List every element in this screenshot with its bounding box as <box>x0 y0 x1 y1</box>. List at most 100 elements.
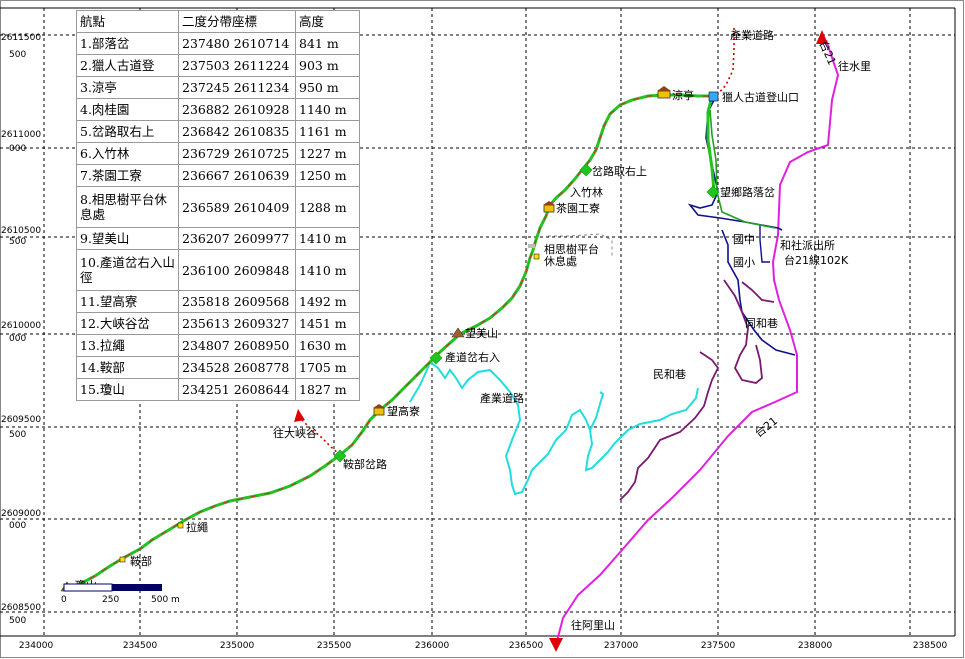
y-label-2609500: 2609500 <box>1 415 41 425</box>
table-row: 4.肉桂園 236882 2610928 1140 m <box>76 98 360 121</box>
trailhead-marker-icon <box>708 91 719 102</box>
table-row: 11.望高寮 235818 2609568 1492 m <box>76 290 360 313</box>
waypoint-name: 14.鞍部 <box>76 356 179 379</box>
scale-bar: 0 250 500 m <box>61 583 180 605</box>
river-blue-branch <box>759 225 770 263</box>
y-label-2609000: 2609000 <box>1 509 41 519</box>
table-row: 3.涼亭 237245 2611234 950 m <box>76 76 360 99</box>
y-sub-2611000: 000 <box>9 144 26 154</box>
arrow-to-grand-canyon-icon <box>294 409 305 422</box>
waypoint-name: 4.肉桂園 <box>76 98 179 121</box>
scale-tick-500: 500 m <box>151 595 180 605</box>
wangmei-peak-icon <box>451 327 465 338</box>
x-label-235000: 235000 <box>220 641 255 651</box>
rope-marker-icon <box>177 522 184 529</box>
waypoint-coord: 236667 2610639 <box>178 164 296 187</box>
waypoint-alt: 1227 m <box>295 142 360 165</box>
label-school-2: 國小 <box>733 256 755 269</box>
arrow-to-shuili-icon <box>816 30 828 44</box>
saddle-marker-icon <box>119 556 126 563</box>
label-acacia-platform: 相思樹平台 <box>544 242 599 256</box>
y-sub-2611500: 500 <box>9 50 26 60</box>
y-sub-2609500: 500 <box>9 430 26 440</box>
x-label-237500: 237500 <box>701 641 736 651</box>
table-row: 5.岔路取右上 236842 2610835 1161 m <box>76 120 360 143</box>
waypoint-coord: 236882 2610928 <box>178 98 296 121</box>
waypoint-name: 11.望高寮 <box>76 290 179 313</box>
table-row: 9.望美山 236207 2609977 1410 m <box>76 227 360 250</box>
label-saddle-fork: 鞍部岔路 <box>343 457 387 471</box>
label-to-shuili: 往水里 <box>838 59 871 73</box>
label-fork-right-up: 岔路取右上 <box>592 164 647 178</box>
saddle-fork-marker-icon <box>333 449 347 463</box>
industry-fork-marker-icon <box>429 351 443 365</box>
table-row: 6.入竹林 236729 2610725 1227 m <box>76 142 360 165</box>
x-label-238000: 238000 <box>798 641 833 651</box>
waypoint-coord: 237245 2611234 <box>178 76 296 99</box>
hut-icon <box>657 86 671 99</box>
y-label-2611000: 2611000 <box>1 130 41 140</box>
table-row: 2.獵人古道登 237503 2611224 903 m <box>76 54 360 77</box>
label-to-grand-canyon: 往大峽谷 <box>273 426 317 440</box>
acacia-platform-icon <box>528 244 540 260</box>
waypoint-alt: 841 m <box>295 32 360 55</box>
x-label-234000: 234000 <box>19 641 54 651</box>
table-row: 14.鞍部 234528 2608778 1705 m <box>76 356 360 379</box>
table-row: 12.大峽谷岔 235613 2609327 1451 m <box>76 312 360 335</box>
industry-road-cyan-spur <box>589 391 605 431</box>
label-highway-km: 台21線102K <box>784 253 849 267</box>
header-altitude: 高度 <box>295 10 360 33</box>
waypoint-coord: 236207 2609977 <box>178 227 296 250</box>
stream-purple-1 <box>723 279 763 384</box>
waypoint-name: 9.望美山 <box>76 227 179 250</box>
table-row: 13.拉繩 234807 2608950 1630 m <box>76 334 360 357</box>
waypoint-alt: 1705 m <box>295 356 360 379</box>
label-industry-road-mid: 產業道路 <box>480 391 524 405</box>
x-label-238500: 238500 <box>913 641 948 651</box>
label-industry-road-top: 產業道路 <box>730 28 774 42</box>
fork-right-up-marker-icon <box>579 163 593 177</box>
waypoint-name: 10.產道岔右入山徑 <box>76 249 179 291</box>
y-label-2610500: 2610500 <box>1 226 41 236</box>
table-row: 15.瓊山 234251 2608644 1827 m <box>76 378 360 401</box>
waypoint-coord: 236589 2610409 <box>178 186 296 228</box>
label-tonghe-lane: 同和巷 <box>745 317 778 330</box>
x-label-236000: 236000 <box>415 641 450 651</box>
waypoint-name: 7.茶園工寮 <box>76 164 179 187</box>
waypoint-alt: 1410 m <box>295 227 360 250</box>
label-minhe-lane: 民和巷 <box>653 368 686 381</box>
waypoint-alt: 1410 m <box>295 249 360 291</box>
waypoint-coord: 235613 2609327 <box>178 312 296 335</box>
waypoint-alt: 1827 m <box>295 378 360 401</box>
main-trail-overlay <box>63 94 712 591</box>
waypoint-coord: 236842 2610835 <box>178 120 296 143</box>
waypoint-alt: 1250 m <box>295 164 360 187</box>
waypoint-alt: 1140 m <box>295 98 360 121</box>
label-wangxiang-fork: 望鄉路落岔 <box>720 186 775 199</box>
table-row: 10.產道岔右入山徑 236100 2609848 1410 m <box>76 249 360 291</box>
table-row: 1.部落岔 237480 2610714 841 m <box>76 32 360 55</box>
waypoint-coord: 234528 2608778 <box>178 356 296 379</box>
label-liangting: 涼亭 <box>672 88 694 102</box>
header-coord: 二度分帶座標 <box>178 10 296 33</box>
arrow-to-alishan-icon <box>549 638 563 652</box>
waypoint-table: 航點 二度分帶座標 高度 1.部落岔 237480 2610714 841 m 2.… <box>76 10 360 401</box>
waypoint-alt: 1492 m <box>295 290 360 313</box>
waypoint-name: 8.相思樹平台休息處 <box>76 186 179 228</box>
waypoint-coord: 236100 2609848 <box>178 249 296 291</box>
label-wanggao: 望高寮 <box>387 404 420 418</box>
waypoint-alt: 1630 m <box>295 334 360 357</box>
waypoint-name: 3.涼亭 <box>76 76 179 99</box>
wangxiang-fork-marker-icon <box>706 185 720 199</box>
label-rope: 拉繩 <box>186 520 208 534</box>
label-police-station: 和社派出所 <box>780 238 835 252</box>
waypoint-name: 12.大峽谷岔 <box>76 312 179 335</box>
tea-hut-icon <box>543 201 555 213</box>
header-waypoint: 航點 <box>76 10 179 33</box>
waypoint-name: 5.岔路取右上 <box>76 120 179 143</box>
wanggao-hut-icon <box>373 404 385 416</box>
industry-road-cyan <box>409 360 699 496</box>
label-to-alishan: 往阿里山 <box>571 618 615 632</box>
x-label-235500: 235500 <box>317 641 352 651</box>
label-hunter-trailhead: 獵人古道登山口 <box>722 90 799 104</box>
